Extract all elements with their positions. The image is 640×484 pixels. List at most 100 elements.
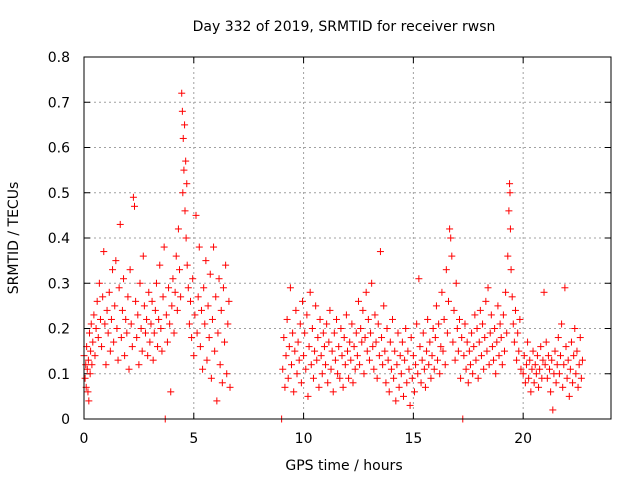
data-point bbox=[166, 320, 174, 328]
data-point bbox=[352, 329, 360, 337]
data-point bbox=[145, 288, 153, 296]
data-point bbox=[543, 374, 551, 382]
data-point bbox=[488, 343, 496, 351]
data-point bbox=[576, 334, 584, 342]
data-point bbox=[439, 347, 447, 355]
x-tick-label: 10 bbox=[295, 431, 313, 447]
data-point bbox=[177, 293, 185, 301]
data-point bbox=[435, 320, 443, 328]
data-point bbox=[200, 284, 208, 292]
data-point bbox=[113, 325, 121, 332]
data-point bbox=[157, 325, 165, 332]
data-point bbox=[515, 347, 523, 355]
data-point bbox=[84, 388, 92, 396]
data-point bbox=[109, 266, 117, 274]
data-point bbox=[487, 311, 495, 319]
data-point bbox=[566, 365, 574, 373]
x-tick-label: 20 bbox=[514, 431, 532, 447]
data-point bbox=[121, 352, 129, 360]
data-point bbox=[549, 406, 557, 414]
data-point bbox=[171, 288, 179, 296]
data-point bbox=[219, 284, 227, 292]
data-point bbox=[317, 352, 325, 360]
data-point bbox=[279, 365, 287, 373]
data-point bbox=[101, 320, 109, 328]
data-point bbox=[309, 374, 317, 382]
data-point bbox=[493, 338, 501, 346]
data-point bbox=[509, 320, 517, 328]
data-point bbox=[389, 315, 397, 323]
data-point bbox=[513, 356, 521, 364]
data-point bbox=[547, 388, 555, 396]
data-point bbox=[499, 311, 507, 319]
data-point bbox=[292, 306, 300, 314]
data-point bbox=[506, 225, 514, 233]
data-point bbox=[222, 261, 230, 269]
data-point bbox=[347, 356, 355, 364]
data-point bbox=[107, 315, 115, 323]
data-point bbox=[306, 288, 314, 296]
data-point bbox=[573, 347, 581, 355]
chart-title: Day 332 of 2019, SRMTID for receiver rws… bbox=[193, 19, 496, 35]
data-point bbox=[360, 370, 368, 378]
data-point bbox=[318, 370, 326, 378]
data-point bbox=[326, 306, 334, 314]
data-point bbox=[303, 311, 311, 319]
data-point bbox=[556, 352, 564, 360]
data-point bbox=[182, 157, 190, 165]
data-point bbox=[373, 374, 381, 382]
data-point bbox=[117, 334, 125, 342]
data-point bbox=[569, 379, 577, 387]
data-point bbox=[511, 306, 519, 314]
data-point bbox=[100, 248, 108, 256]
data-point bbox=[85, 397, 93, 405]
data-point bbox=[531, 361, 539, 369]
data-point bbox=[578, 356, 586, 364]
data-point bbox=[193, 329, 201, 337]
data-point bbox=[320, 343, 328, 351]
data-point bbox=[483, 347, 491, 355]
data-point bbox=[312, 302, 320, 310]
data-point bbox=[204, 302, 212, 310]
data-point bbox=[561, 284, 569, 292]
data-point bbox=[567, 338, 575, 346]
data-point bbox=[90, 311, 98, 319]
x-axis-label: GPS time / hours bbox=[285, 458, 402, 474]
data-point bbox=[536, 365, 544, 373]
data-point bbox=[475, 338, 483, 346]
data-point bbox=[162, 311, 170, 319]
data-point bbox=[169, 275, 177, 283]
data-point bbox=[286, 284, 294, 292]
data-point bbox=[183, 180, 191, 188]
data-point bbox=[173, 306, 181, 314]
data-point bbox=[575, 361, 583, 369]
data-point bbox=[202, 257, 210, 265]
data-point bbox=[168, 302, 176, 310]
data-point bbox=[83, 365, 91, 373]
data-point bbox=[372, 338, 380, 346]
data-point bbox=[106, 347, 114, 355]
data-point bbox=[412, 361, 420, 369]
y-tick-label: 0 bbox=[61, 412, 70, 428]
data-point bbox=[342, 311, 350, 319]
data-point bbox=[374, 320, 382, 328]
data-point bbox=[385, 388, 393, 396]
data-point bbox=[95, 279, 103, 287]
data-point bbox=[141, 329, 149, 337]
data-point bbox=[189, 275, 197, 283]
data-point bbox=[87, 347, 95, 355]
data-point bbox=[403, 379, 411, 387]
data-point bbox=[516, 315, 524, 323]
data-point bbox=[414, 370, 422, 378]
plot-frame bbox=[83, 56, 612, 420]
data-point bbox=[410, 388, 418, 396]
data-point bbox=[525, 374, 533, 382]
data-point bbox=[131, 202, 139, 210]
data-point bbox=[482, 297, 490, 305]
data-point bbox=[541, 361, 549, 369]
data-point bbox=[178, 107, 186, 115]
data-point bbox=[437, 343, 445, 351]
data-point bbox=[192, 211, 200, 219]
data-point bbox=[535, 383, 543, 391]
